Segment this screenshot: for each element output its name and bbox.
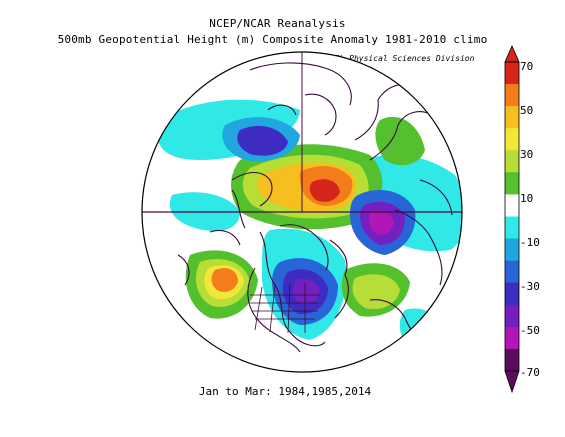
colorbar-tick-minus-10: -10 <box>520 236 540 249</box>
anomaly-fields <box>142 52 462 353</box>
period-label: Jan to Mar: 1984,1985,2014 <box>198 385 372 398</box>
chart-title: NCEP/NCAR Reanalysis <box>209 17 346 30</box>
coastlines <box>177 62 453 353</box>
colorbar-tick-70: 70 <box>520 60 534 73</box>
colorbar-segment <box>505 172 519 195</box>
colorbar-segment <box>505 150 519 173</box>
colorbar-tick-minus-50: -50 <box>520 324 540 337</box>
colorbar-segment <box>505 282 519 306</box>
colorbar-segment <box>505 238 519 262</box>
colorbar-segment <box>505 128 519 151</box>
chart-subtitle: 500mb Geopotential Height (m) Composite … <box>57 33 488 46</box>
colorbar-tick-10: 10 <box>520 192 534 205</box>
colorbar-tick-30: 30 <box>520 148 534 161</box>
colorbar-segment <box>505 84 519 107</box>
credit-label: NOAA/ESRL Physical Sciences Division <box>301 54 475 63</box>
map-border <box>141 51 463 373</box>
colorbar-top-arrow <box>504 45 520 63</box>
colorbar-segment <box>505 216 519 240</box>
colorbar-segment <box>505 194 519 217</box>
colorbar-segments <box>504 45 520 394</box>
colorbar-segment <box>505 304 519 328</box>
colorbar-segment <box>505 106 519 129</box>
colorbar-tick-minus-30: -30 <box>520 280 540 293</box>
colorbar-segment <box>505 260 519 284</box>
colorbar-segment <box>505 348 519 372</box>
colorbar-tick-50: 50 <box>520 104 534 117</box>
colorbar-tick-minus-70: -70 <box>520 366 540 379</box>
colorbar-segment <box>505 326 519 350</box>
colorbar-segment <box>505 62 519 85</box>
grid-hatch <box>250 282 320 334</box>
colorbar-frame <box>504 61 520 372</box>
